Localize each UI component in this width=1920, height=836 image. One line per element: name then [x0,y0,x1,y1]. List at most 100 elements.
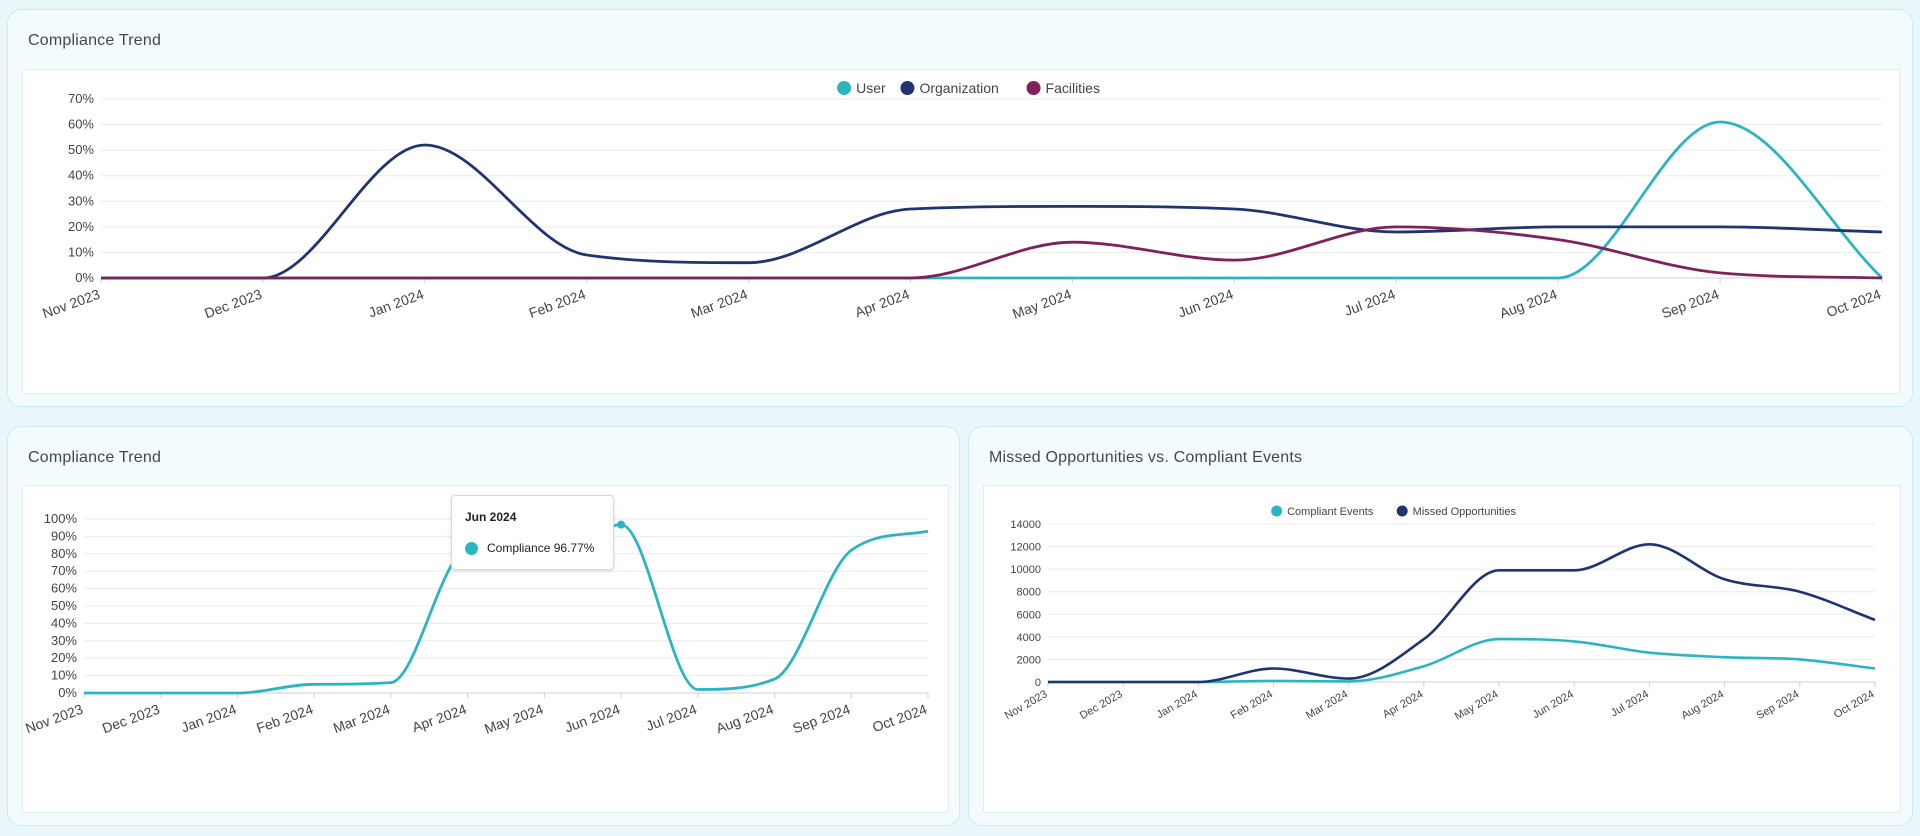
y-tick-label: 10% [51,668,77,683]
series-line-missed-opportunities [1048,543,1876,684]
legend: Compliant Events Missed Opportunities [1271,505,1517,518]
chart-tooltip: Jun 2024 Compliance 96.77% [451,495,614,570]
x-tick-label: Feb 2024 [527,286,588,321]
y-tick-label: 40% [51,615,77,630]
y-tick-label: 40% [68,168,94,183]
legend-marker [837,81,852,95]
x-tick-label: Jan 2024 [1155,688,1200,721]
y-tick-label: 60% [51,581,77,596]
y-tick-label: 60% [68,117,94,132]
x-tick-label: Jul 2024 [1609,688,1651,719]
y-tick-label: 20% [68,219,94,234]
x-tick-label: Nov 2023 [23,701,85,737]
x-tick-label: Dec 2023 [100,701,162,737]
card-title: Compliance Trend [28,32,162,49]
legend-item[interactable]: Facilities [1026,80,1100,96]
x-tick-label: Jun 2024 [563,701,623,736]
x-tick-label: Jan 2024 [366,286,426,321]
hover-point-marker [617,520,626,529]
x-tick-label: Jul 2024 [1342,286,1397,319]
x-tick-label: Oct 2024 [1824,286,1883,321]
y-tick-label: 50% [68,142,94,157]
y-tick-label: 12000 [1010,542,1041,554]
compliance-trend-chart: 0% 10% 20% 30% 40% 50% 60% 70% 80% 90% 100% Nov 202… [23,511,929,737]
y-tick-label: 50% [51,598,77,613]
x-tick-label: Jun 2024 [1176,286,1236,321]
x-tick-label: Apr 2024 [410,701,469,736]
x-tick-label: May 2024 [1453,688,1501,723]
x-tick-label: Dec 2023 [202,286,264,322]
legend-label: Organization [919,80,998,96]
legend-item[interactable]: Missed Opportunities [1396,505,1517,518]
card-title: Compliance Trend [28,449,162,466]
y-tick-label: 6000 [1017,609,1041,621]
y-tick-label: 20% [51,650,77,665]
x-tick-label: Apr 2024 [853,286,912,321]
legend-marker [900,81,915,95]
x-tick-label: Oct 2024 [1832,688,1877,721]
x-tick-label: Mar 2024 [331,701,392,736]
chart-area: 0 2000 4000 6000 8000 10000 12000 14000 Nov 2023… [983,485,1901,813]
missed-vs-compliant-chart: 0 2000 4000 6000 8000 10000 12000 14000 Nov 2023… [1003,505,1877,723]
x-tick-label: Feb 2024 [254,701,315,736]
legend-marker [1396,505,1408,517]
y-tick-label: 70% [51,563,77,578]
series-line-compliant-events [1048,637,1876,684]
bottom-compliance-trend-card: Compliance Trend 0% 10% 20% 30% 40% 50% 60% 70%… [7,426,960,826]
x-tick-label: Sep 2024 [1755,688,1802,722]
y-tick-label: 0% [58,685,77,700]
x-tick-label: Sep 2024 [1659,286,1721,322]
x-tick-label: Apr 2024 [1381,688,1426,721]
y-tick-label: 90% [51,528,77,543]
legend-label: Compliant Events [1287,506,1374,518]
x-tick-label: Jul 2024 [644,701,699,734]
y-tick-label: 4000 [1017,632,1041,644]
card-title: Missed Opportunities vs. Compliant Event… [989,449,1303,466]
y-tick-label: 14000 [1010,519,1041,531]
x-tick-label: Aug 2024 [714,701,776,737]
y-tick-label: 8000 [1017,587,1041,599]
x-tick-label: Sep 2024 [790,701,852,737]
x-tick-label: Mar 2024 [1304,688,1350,722]
series-line-facilities [100,225,1883,280]
chart-area: 0% 10% 20% 30% 40% 50% 60% 70% Nov 2023 Dec 2023 J… [22,69,1900,394]
compliance-trend-chart: 0% 10% 20% 30% 40% 50% 60% 70% Nov 2023 Dec 2023 J… [40,80,1883,322]
x-tick-label: Jun 2024 [1531,688,1576,721]
x-tick-label: Nov 2023 [1003,688,1050,722]
y-tick-label: 100% [44,511,78,526]
y-tick-label: 0 [1035,677,1041,689]
tooltip-series-dot [465,542,478,555]
legend-label: Facilities [1046,80,1100,96]
legend-label: User [856,80,886,96]
legend-marker [1271,505,1283,517]
x-tick-label: Aug 2024 [1497,286,1559,322]
x-tick-label: Jan 2024 [179,701,239,736]
series-line-user [100,120,1883,280]
y-tick-label: 30% [68,193,94,208]
x-tick-label: Aug 2024 [1679,688,1726,722]
y-tick-label: 10% [68,244,94,259]
tooltip-value: 96.77% [553,541,595,555]
tooltip-label: Compliance 96.77% [487,541,594,555]
missed-vs-compliant-card: Missed Opportunities vs. Compliant Event… [968,426,1913,826]
y-tick-label: 0% [75,270,94,285]
top-compliance-trend-card: Compliance Trend 0% 10% 20% 30% 40% 50% 60% 70%… [7,9,1913,407]
x-tick-label: May 2024 [1010,286,1073,322]
y-tick-label: 2000 [1017,654,1041,666]
x-tick-label: Oct 2024 [870,701,929,736]
tooltip-title: Jun 2024 [465,510,517,524]
x-tick-label: Feb 2024 [1229,688,1275,722]
legend-marker [1026,81,1041,95]
legend-item[interactable]: Compliant Events [1271,505,1374,518]
x-tick-label: Nov 2023 [40,286,102,322]
legend-item[interactable]: User [837,80,886,96]
legend-item[interactable]: Organization [900,80,999,96]
y-tick-label: 80% [51,546,77,561]
legend-label: Missed Opportunities [1413,506,1517,518]
x-tick-label: Dec 2023 [1078,688,1125,722]
y-tick-label: 10000 [1010,564,1041,576]
x-tick-label: Mar 2024 [689,286,750,321]
tooltip-series-name: Compliance [487,541,551,555]
x-tick-label: May 2024 [482,701,545,737]
y-tick-label: 70% [68,91,94,106]
